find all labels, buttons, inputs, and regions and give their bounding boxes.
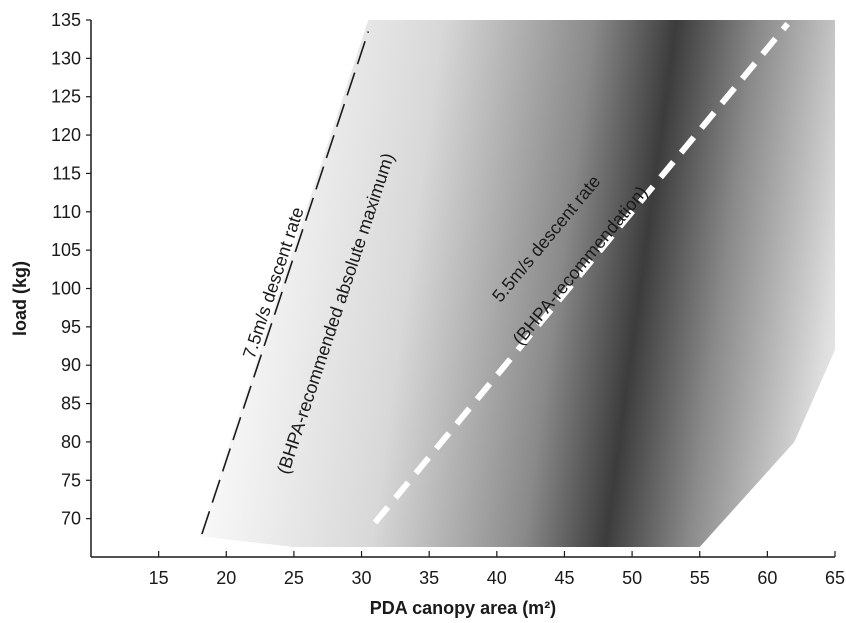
shaded-region <box>199 20 835 547</box>
y-tick-label: 105 <box>51 240 81 260</box>
x-axis-title: PDA canopy area (m²) <box>370 598 556 618</box>
y-tick-label: 90 <box>61 355 81 375</box>
x-axis-ticks: 15 20 25 30 35 40 45 50 55 60 65 <box>149 551 845 588</box>
x-tick-label: 55 <box>690 568 710 588</box>
y-axis-title: load (kg) <box>10 261 30 336</box>
descent-line-5-5 <box>372 21 790 525</box>
y-tick-label: 80 <box>61 432 81 452</box>
y-axis-ticks: 70 75 80 85 90 95 100 105 110 115 120 125 130 135 <box>51 10 91 529</box>
x-tick-label: 65 <box>825 568 845 588</box>
x-tick-label: 25 <box>284 568 304 588</box>
y-tick-label: 135 <box>51 10 81 30</box>
x-tick-label: 45 <box>554 568 574 588</box>
x-tick-label: 30 <box>352 568 372 588</box>
plot-area <box>199 20 835 547</box>
y-tick-label: 130 <box>51 48 81 68</box>
chart-marks <box>201 21 790 535</box>
x-tick-label: 40 <box>487 568 507 588</box>
y-tick-label: 110 <box>52 202 81 222</box>
y-tick-label: 70 <box>61 509 81 529</box>
x-tick-label: 20 <box>216 568 236 588</box>
axes: 15 20 25 30 35 40 45 50 55 60 65 70 75 80 85 90 95 100 10… <box>51 10 845 588</box>
y-tick-label: 120 <box>51 125 81 145</box>
y-tick-label: 75 <box>61 470 81 490</box>
x-tick-label: 60 <box>757 568 777 588</box>
y-tick-label: 115 <box>52 163 81 183</box>
y-tick-label: 95 <box>61 317 81 337</box>
x-tick-label: 15 <box>149 568 169 588</box>
descent-line-7-5 <box>201 31 370 535</box>
x-tick-label: 50 <box>622 568 642 588</box>
y-tick-label: 100 <box>51 279 81 299</box>
y-tick-label: 85 <box>61 394 81 414</box>
y-tick-label: 125 <box>51 87 81 107</box>
x-tick-label: 35 <box>419 568 439 588</box>
